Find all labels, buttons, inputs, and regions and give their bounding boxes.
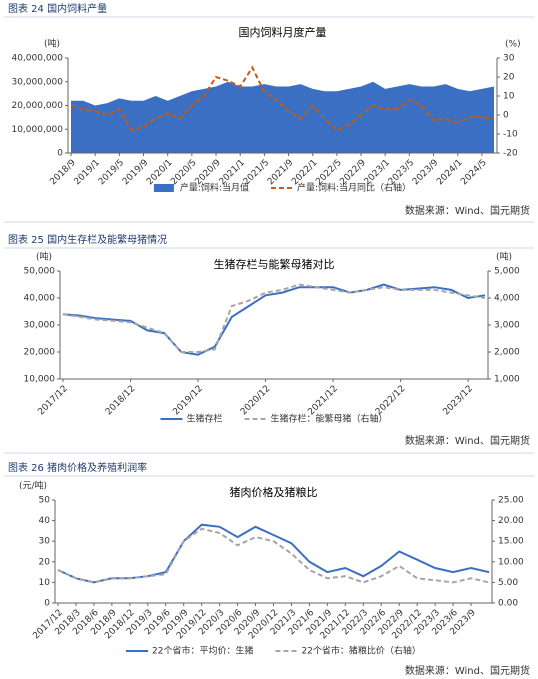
x-tick-label: 2019/1	[73, 158, 102, 187]
legend-label: 生猪存栏：能繁母猪（右轴）	[271, 413, 388, 425]
x-tick-label: 2023/12	[441, 384, 475, 418]
x-tick-label: 2018/9	[48, 158, 78, 188]
x-tick-label: 2024/1	[435, 158, 464, 187]
x-tick-label: 2017/12	[36, 384, 70, 418]
x-tick-label: 2021/9	[266, 158, 296, 188]
legend-label: 22个省市：平均价：生猪	[152, 645, 253, 657]
source: 数据来源：Wind、国元期货	[405, 664, 530, 677]
y-tick-label: 40	[39, 516, 51, 526]
legend-label: 22个省市：猪粮比价（右轴）	[301, 645, 420, 657]
y2-tick-label: 10.00	[498, 557, 524, 567]
line	[70, 65, 495, 132]
legend: 生猪存栏 生猪存栏：能繁母猪（右轴）	[160, 413, 388, 425]
y-tick-label: 10,000	[24, 375, 56, 385]
y2-tick-label: 0.00	[498, 599, 518, 609]
y2-tick-label: 1,000	[494, 375, 520, 385]
y2-tick-label: 20	[503, 73, 515, 83]
x-tick-label: 2021/12	[306, 384, 340, 418]
y-tick-label: 10	[39, 578, 51, 588]
y-axis-label: (吨)	[36, 251, 52, 263]
y-tick-label: 40,000,000	[11, 54, 63, 64]
legend-swatch	[153, 184, 174, 192]
line	[57, 527, 490, 584]
legend-label: 产量:饲料:当月值	[180, 182, 249, 194]
y2-tick-label: 30	[503, 54, 515, 64]
y-tick-label: 40,000	[24, 294, 56, 304]
figure-caption: 图表 25 国内生存栏及能繁母猪情况	[8, 233, 167, 246]
y-tick-label: 30,000	[24, 321, 56, 331]
x-tick-label: 2019/9	[121, 158, 151, 188]
y2-tick-label: 5,000	[494, 267, 520, 277]
figure-caption: 图表 24 国内饲料产量	[8, 2, 107, 15]
y-tick-label: 0	[44, 599, 50, 609]
y2-tick-label: 5.00	[498, 578, 518, 588]
y-axis-label: (元/吨)	[19, 480, 47, 492]
x-tick-label: 2023/9	[411, 158, 441, 188]
x-tick-label: 2019/5	[97, 158, 126, 187]
y-tick-label: 20,000	[24, 348, 56, 358]
y2-tick-label: 20.00	[498, 516, 524, 526]
y2-axis-label: (%)	[505, 40, 521, 50]
legend-label: 产量:饲料:当月同比（右轴）	[297, 182, 411, 194]
y2-tick-label: 3,000	[494, 321, 520, 331]
y2-tick-label: 0	[503, 111, 509, 121]
y-tick-label: 50	[39, 496, 51, 506]
legend-label: 生猪存栏	[187, 413, 223, 425]
chart-title: 国内饲料月度产量	[239, 25, 327, 39]
y2-tick-label: 4,000	[494, 294, 520, 304]
y-tick-label: 50,000	[24, 267, 56, 277]
x-tick-label: 2020/12	[239, 384, 273, 418]
y2-tick-label: 25.00	[498, 496, 524, 506]
y-tick-label: 30,000,000	[11, 77, 63, 87]
y-tick-label: 20	[39, 557, 51, 567]
line	[57, 523, 490, 584]
chart-title: 生猪存栏与能繁母猪对比	[214, 257, 335, 271]
y-axis-label: (吨)	[44, 38, 60, 50]
area	[71, 81, 494, 153]
y2-tick-label: 10	[503, 92, 515, 102]
chart-title: 猪肉价格及猪粮比	[230, 485, 318, 499]
x-tick-label: 2022/12	[374, 384, 408, 418]
line	[62, 283, 486, 356]
legend: 产量:饲料:当月值 产量:饲料:当月同比（右轴）	[153, 182, 411, 194]
y2-tick-label: -20	[503, 149, 518, 159]
source: 数据来源：Wind、国元期货	[405, 434, 530, 447]
y2-tick-label: 15.00	[498, 537, 524, 547]
source: 数据来源：Wind、国元期货	[405, 204, 530, 217]
y2-axis-label: (吨)	[496, 251, 512, 263]
y2-tick-label: 2,000	[494, 348, 520, 358]
x-tick-label: 2020/1	[145, 158, 174, 187]
legend: 22个省市：平均价：生猪 22个省市：猪粮比价（右轴）	[126, 645, 421, 657]
y-tick-label: 20,000,000	[11, 101, 63, 111]
figure-caption: 图表 26 猪肉价格及养殖利润率	[8, 461, 147, 474]
y2-tick-label: -10	[503, 130, 518, 140]
x-tick-label: 2018/12	[104, 384, 138, 418]
x-tick-label: 2024/5	[459, 158, 488, 187]
y-tick-label: 10,000,000	[11, 125, 63, 135]
x-tick-label: 2019/12	[171, 384, 205, 418]
y-tick-label: 0	[57, 149, 63, 159]
y-tick-label: 30	[39, 537, 51, 547]
